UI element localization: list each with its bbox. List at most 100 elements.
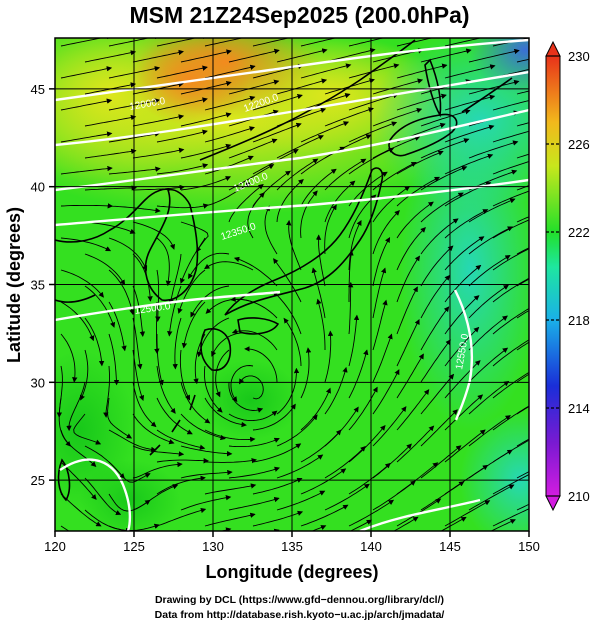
streamline bbox=[372, 78, 424, 95]
streamline bbox=[565, 83, 599, 95]
streamline bbox=[60, 66, 113, 79]
streamline bbox=[565, 362, 599, 382]
streamline bbox=[565, 525, 599, 542]
streamline bbox=[273, 528, 280, 531]
contour-label: 12500.0 bbox=[134, 301, 172, 317]
streamline bbox=[204, 397, 247, 428]
streamline bbox=[180, 445, 233, 457]
streamline bbox=[179, 349, 191, 401]
streamline bbox=[541, 541, 589, 558]
x-tick-label: 125 bbox=[123, 539, 145, 554]
streamline bbox=[468, 48, 520, 63]
axis-ticks: 120 125 130 135 140 145 150 25 30 35 40 45 bbox=[31, 82, 540, 554]
streamline bbox=[468, 140, 519, 159]
streamline bbox=[444, 360, 481, 399]
streamline bbox=[156, 203, 209, 209]
streamline bbox=[444, 38, 496, 47]
streamline bbox=[180, 49, 232, 63]
streamline bbox=[311, 267, 326, 319]
streamline bbox=[348, 38, 385, 47]
streamline bbox=[215, 349, 230, 398]
streamline bbox=[372, 267, 387, 319]
streamline bbox=[84, 50, 137, 63]
streamline bbox=[348, 93, 399, 111]
streamline bbox=[60, 493, 102, 527]
streamline bbox=[132, 484, 179, 511]
streamline bbox=[252, 477, 303, 495]
streamline bbox=[156, 237, 172, 287]
streamline bbox=[172, 317, 182, 370]
streamline bbox=[468, 484, 515, 511]
streamline bbox=[324, 483, 370, 511]
streamline bbox=[73, 413, 102, 445]
x-tick-label: 130 bbox=[202, 539, 224, 554]
streamline bbox=[444, 94, 496, 111]
y-tick-label: 30 bbox=[31, 375, 45, 390]
streamline bbox=[396, 255, 421, 303]
streamline bbox=[107, 397, 133, 439]
streamline bbox=[468, 284, 509, 319]
streamline bbox=[420, 138, 470, 159]
streamline bbox=[156, 475, 206, 495]
streamline bbox=[84, 185, 137, 191]
streamline bbox=[372, 161, 417, 191]
colorbar-tick-label: 226 bbox=[568, 137, 590, 152]
streamline bbox=[204, 457, 257, 464]
streamline bbox=[228, 79, 280, 95]
streamline bbox=[516, 122, 529, 127]
streamline bbox=[348, 220, 362, 271]
streamline bbox=[372, 299, 388, 351]
streamline bbox=[156, 429, 206, 450]
streamline bbox=[541, 35, 591, 46]
colorbar-tick-label: 218 bbox=[568, 313, 590, 328]
streamline bbox=[565, 427, 599, 446]
streamline bbox=[132, 317, 143, 370]
streamline bbox=[324, 330, 334, 383]
streamline bbox=[180, 413, 226, 441]
streamline bbox=[396, 93, 447, 111]
streamline bbox=[372, 107, 423, 127]
streamline bbox=[492, 248, 529, 271]
streamline bbox=[109, 558, 160, 561]
page-title: MSM 21Z24Sep2025 (200.0hPa) bbox=[129, 2, 470, 28]
x-tick-label: 140 bbox=[360, 539, 382, 554]
streamline bbox=[276, 48, 328, 63]
streamline bbox=[239, 375, 264, 400]
colorbar-tick-label: 230 bbox=[568, 49, 590, 64]
streamline bbox=[565, 114, 599, 126]
streamline bbox=[228, 410, 278, 422]
streamline bbox=[300, 504, 349, 527]
streamline bbox=[252, 443, 302, 463]
streamline bbox=[283, 317, 302, 367]
streamline bbox=[444, 500, 491, 527]
streamline bbox=[60, 131, 113, 143]
streamline bbox=[393, 516, 419, 531]
streamline bbox=[492, 161, 529, 175]
streamline bbox=[155, 269, 161, 322]
streamline bbox=[233, 256, 278, 287]
streamline bbox=[272, 290, 302, 335]
streamline bbox=[516, 406, 529, 415]
y-tick-label: 40 bbox=[31, 180, 45, 195]
streamline bbox=[273, 258, 302, 303]
streamline bbox=[60, 38, 113, 47]
y-tick-label: 35 bbox=[31, 278, 45, 293]
streamline bbox=[154, 301, 160, 355]
streamline bbox=[252, 94, 303, 111]
streamline bbox=[516, 90, 529, 95]
streamline bbox=[396, 176, 440, 207]
colorbar-tick-label: 222 bbox=[568, 225, 590, 240]
colorbar-tick-label: 214 bbox=[568, 401, 590, 416]
streamline bbox=[79, 349, 89, 401]
streamline bbox=[372, 480, 416, 511]
streamline bbox=[565, 206, 599, 222]
streamline bbox=[228, 437, 280, 448]
x-tick-label: 145 bbox=[439, 539, 461, 554]
streamline bbox=[276, 158, 319, 191]
streamline bbox=[228, 466, 280, 479]
streamline bbox=[244, 346, 278, 383]
streamline bbox=[180, 469, 233, 479]
streamline bbox=[492, 130, 529, 143]
streamline bbox=[444, 153, 494, 175]
streamline bbox=[60, 301, 95, 342]
